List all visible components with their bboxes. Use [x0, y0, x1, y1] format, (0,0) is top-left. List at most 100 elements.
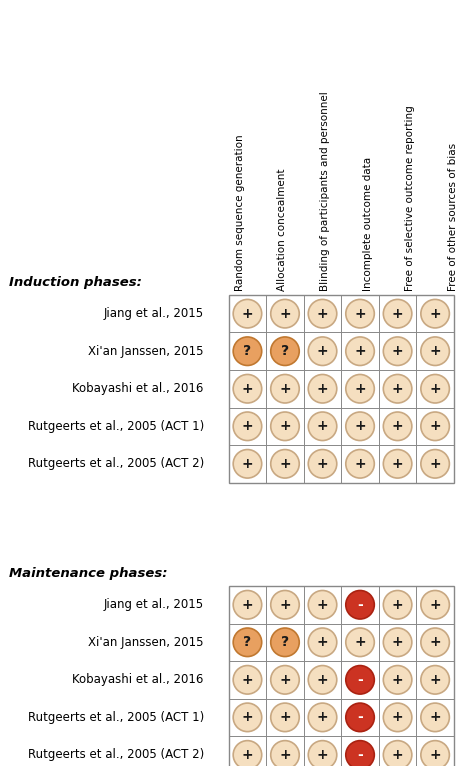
Text: +: +	[392, 419, 403, 434]
Text: Kobayashi et al., 2016: Kobayashi et al., 2016	[73, 673, 204, 686]
Text: +: +	[317, 306, 328, 321]
Circle shape	[271, 450, 299, 478]
Text: Free of other sources of bias: Free of other sources of bias	[448, 143, 458, 291]
Text: Allocation concealment: Allocation concealment	[277, 169, 287, 291]
Circle shape	[308, 300, 337, 328]
Circle shape	[383, 375, 412, 403]
Circle shape	[233, 628, 262, 656]
Text: Rutgeerts et al., 2005 (ACT 2): Rutgeerts et al., 2005 (ACT 2)	[27, 748, 204, 761]
Text: +: +	[279, 748, 291, 762]
Circle shape	[308, 741, 337, 766]
Circle shape	[383, 591, 412, 619]
Text: +: +	[429, 457, 441, 471]
Circle shape	[271, 741, 299, 766]
Text: Jiang et al., 2015: Jiang et al., 2015	[104, 598, 204, 611]
Text: +: +	[317, 710, 328, 725]
Circle shape	[271, 628, 299, 656]
Circle shape	[421, 300, 449, 328]
Circle shape	[233, 450, 262, 478]
Circle shape	[346, 375, 374, 403]
Circle shape	[383, 628, 412, 656]
Text: Induction phases:: Induction phases:	[9, 276, 142, 289]
Circle shape	[383, 412, 412, 440]
Text: +: +	[317, 673, 328, 687]
Text: ?: ?	[281, 344, 289, 358]
Text: Random sequence generation: Random sequence generation	[235, 135, 245, 291]
Text: +: +	[317, 344, 328, 358]
Text: ?: ?	[281, 635, 289, 650]
Text: +: +	[392, 748, 403, 762]
Text: +: +	[317, 748, 328, 762]
Circle shape	[233, 412, 262, 440]
Circle shape	[346, 337, 374, 365]
Text: +: +	[392, 635, 403, 650]
Text: +: +	[354, 344, 366, 358]
Text: +: +	[354, 306, 366, 321]
Text: +: +	[392, 306, 403, 321]
Text: +: +	[429, 748, 441, 762]
Text: +: +	[392, 710, 403, 725]
Circle shape	[271, 703, 299, 732]
Circle shape	[308, 591, 337, 619]
Text: +: +	[242, 597, 253, 612]
Circle shape	[233, 337, 262, 365]
Circle shape	[346, 741, 374, 766]
Text: Xi'an Janssen, 2015: Xi'an Janssen, 2015	[88, 636, 204, 649]
Text: +: +	[279, 419, 291, 434]
Text: Xi'an Janssen, 2015: Xi'an Janssen, 2015	[88, 345, 204, 358]
Text: +: +	[317, 419, 328, 434]
Text: Blinding of participants and personnel: Blinding of participants and personnel	[320, 91, 330, 291]
Text: +: +	[429, 344, 441, 358]
Circle shape	[346, 666, 374, 694]
Circle shape	[421, 666, 449, 694]
Circle shape	[421, 450, 449, 478]
Text: +: +	[429, 710, 441, 725]
Text: +: +	[429, 419, 441, 434]
Circle shape	[421, 741, 449, 766]
Text: +: +	[279, 306, 291, 321]
Text: +: +	[392, 673, 403, 687]
Text: +: +	[317, 597, 328, 612]
Circle shape	[271, 591, 299, 619]
Circle shape	[421, 591, 449, 619]
Text: +: +	[429, 306, 441, 321]
Text: +: +	[279, 381, 291, 396]
Circle shape	[346, 300, 374, 328]
Text: +: +	[429, 381, 441, 396]
Text: -: -	[357, 597, 363, 612]
Circle shape	[421, 628, 449, 656]
Circle shape	[421, 412, 449, 440]
Circle shape	[308, 412, 337, 440]
Text: +: +	[392, 344, 403, 358]
Text: -: -	[357, 748, 363, 762]
Text: +: +	[317, 635, 328, 650]
Text: +: +	[279, 710, 291, 725]
Text: +: +	[242, 673, 253, 687]
Text: +: +	[317, 381, 328, 396]
Text: +: +	[392, 381, 403, 396]
Circle shape	[346, 450, 374, 478]
Text: +: +	[242, 419, 253, 434]
Circle shape	[233, 666, 262, 694]
Text: +: +	[242, 710, 253, 725]
Circle shape	[346, 591, 374, 619]
Text: +: +	[354, 381, 366, 396]
Circle shape	[383, 450, 412, 478]
Text: Incomplete outcome data: Incomplete outcome data	[363, 157, 373, 291]
Text: +: +	[242, 306, 253, 321]
Text: Rutgeerts et al., 2005 (ACT 2): Rutgeerts et al., 2005 (ACT 2)	[27, 457, 204, 470]
Circle shape	[383, 741, 412, 766]
Text: +: +	[354, 457, 366, 471]
Circle shape	[346, 703, 374, 732]
Text: +: +	[279, 673, 291, 687]
Circle shape	[308, 450, 337, 478]
Circle shape	[271, 300, 299, 328]
Circle shape	[308, 703, 337, 732]
Circle shape	[233, 375, 262, 403]
Text: Free of selective outcome reporting: Free of selective outcome reporting	[405, 106, 415, 291]
Text: +: +	[242, 457, 253, 471]
Text: Rutgeerts et al., 2005 (ACT 1): Rutgeerts et al., 2005 (ACT 1)	[27, 711, 204, 724]
Text: +: +	[392, 457, 403, 471]
Circle shape	[383, 337, 412, 365]
Circle shape	[346, 628, 374, 656]
